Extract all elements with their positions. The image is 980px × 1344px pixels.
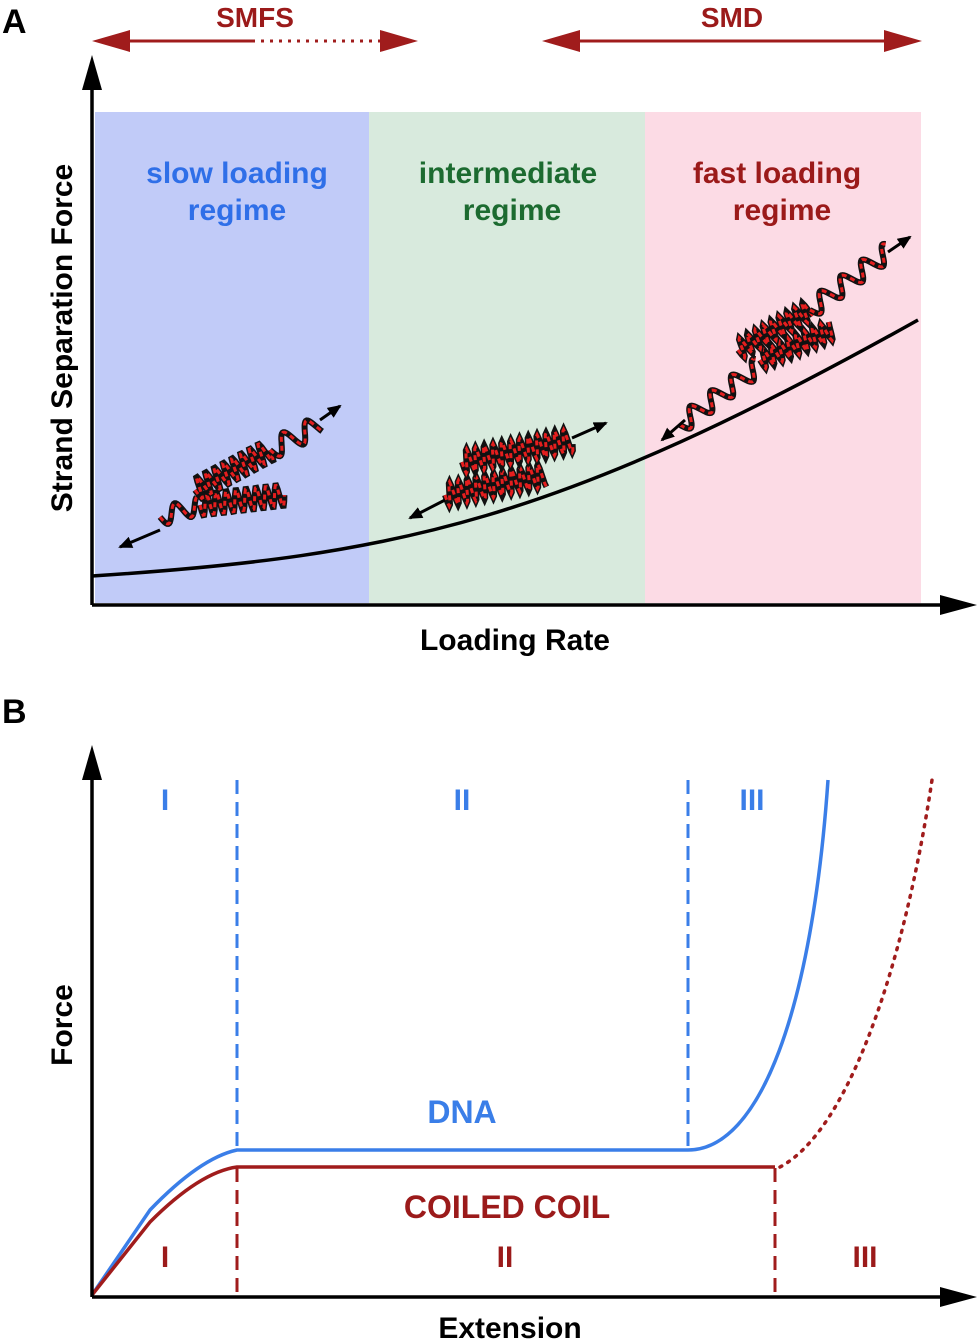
slow-helix-coil-lower <box>198 483 286 517</box>
fast-regime-label-1: fast loading <box>693 157 861 190</box>
cc-region-2-label: II <box>497 1241 514 1274</box>
force-vs-loading-rate-curve <box>91 318 919 578</box>
slow-helix-loose-lower <box>158 496 199 526</box>
cc-region-3-label: III <box>852 1241 877 1274</box>
slow-pull-arrow-left <box>118 528 161 549</box>
intermediate-helix-coil-lower <box>443 460 548 510</box>
slow-regime-region <box>95 112 369 603</box>
dna-region-2-label: II <box>454 784 471 817</box>
fast-helix-coil-upper-outline <box>735 296 816 364</box>
fast-helix-loose-lower <box>679 357 756 431</box>
panel-b-axes <box>82 745 977 1307</box>
fast-pull-arrow-left <box>660 418 686 442</box>
intermediate-regime-label-1: intermediate <box>419 157 597 190</box>
fast-regime-label-2: regime <box>733 194 831 227</box>
panel-a-letter: A <box>2 3 27 41</box>
loading-rate-axis-label: Loading Rate <box>420 624 610 657</box>
smd-label: SMD <box>701 2 763 33</box>
dna-region-3-label: III <box>739 784 764 817</box>
coiled-coil-label: COILED COIL <box>404 1189 610 1225</box>
intermediate-helix-coil-upper <box>460 425 575 477</box>
force-axis-label: Force <box>46 984 79 1066</box>
slow-helix-loose-upper-outline <box>268 417 324 460</box>
intermediate-pull-arrow-right <box>571 421 608 440</box>
slow-regime-label-2: regime <box>188 194 286 227</box>
slow-regime-label-1: slow loading <box>146 157 328 190</box>
fast-helix-coil-lower <box>758 320 835 372</box>
dna-force-curve <box>90 779 830 1296</box>
dna-region-1-label: I <box>161 784 169 817</box>
cc-region-1-label: I <box>161 1241 169 1274</box>
coiled-coil-force-curve <box>90 1165 775 1297</box>
extension-axis-label: Extension <box>438 1312 581 1344</box>
intermediate-regime-label-2: regime <box>463 194 561 227</box>
smfs-label: SMFS <box>216 2 294 33</box>
helix-illustrations <box>118 235 912 549</box>
intermediate-regime-region <box>369 112 645 603</box>
dna-label: DNA <box>427 1094 496 1130</box>
fast-helix-loose-upper <box>809 242 886 316</box>
smfs-range-arrow <box>92 30 418 52</box>
panel-a-axes <box>82 55 977 615</box>
panel-b-letter: B <box>2 693 27 731</box>
slow-pull-arrow-right <box>319 404 342 422</box>
intermediate-pull-arrow-left <box>408 498 446 520</box>
slow-helix-coil-upper <box>193 442 275 501</box>
strand-separation-force-axis-label: Strand Separation Force <box>46 164 79 512</box>
region-dividers <box>235 780 777 1295</box>
coiled-coil-dotted-extension <box>778 778 934 1169</box>
fast-pull-arrow-right <box>887 235 912 254</box>
smd-range-arrow <box>542 30 922 52</box>
